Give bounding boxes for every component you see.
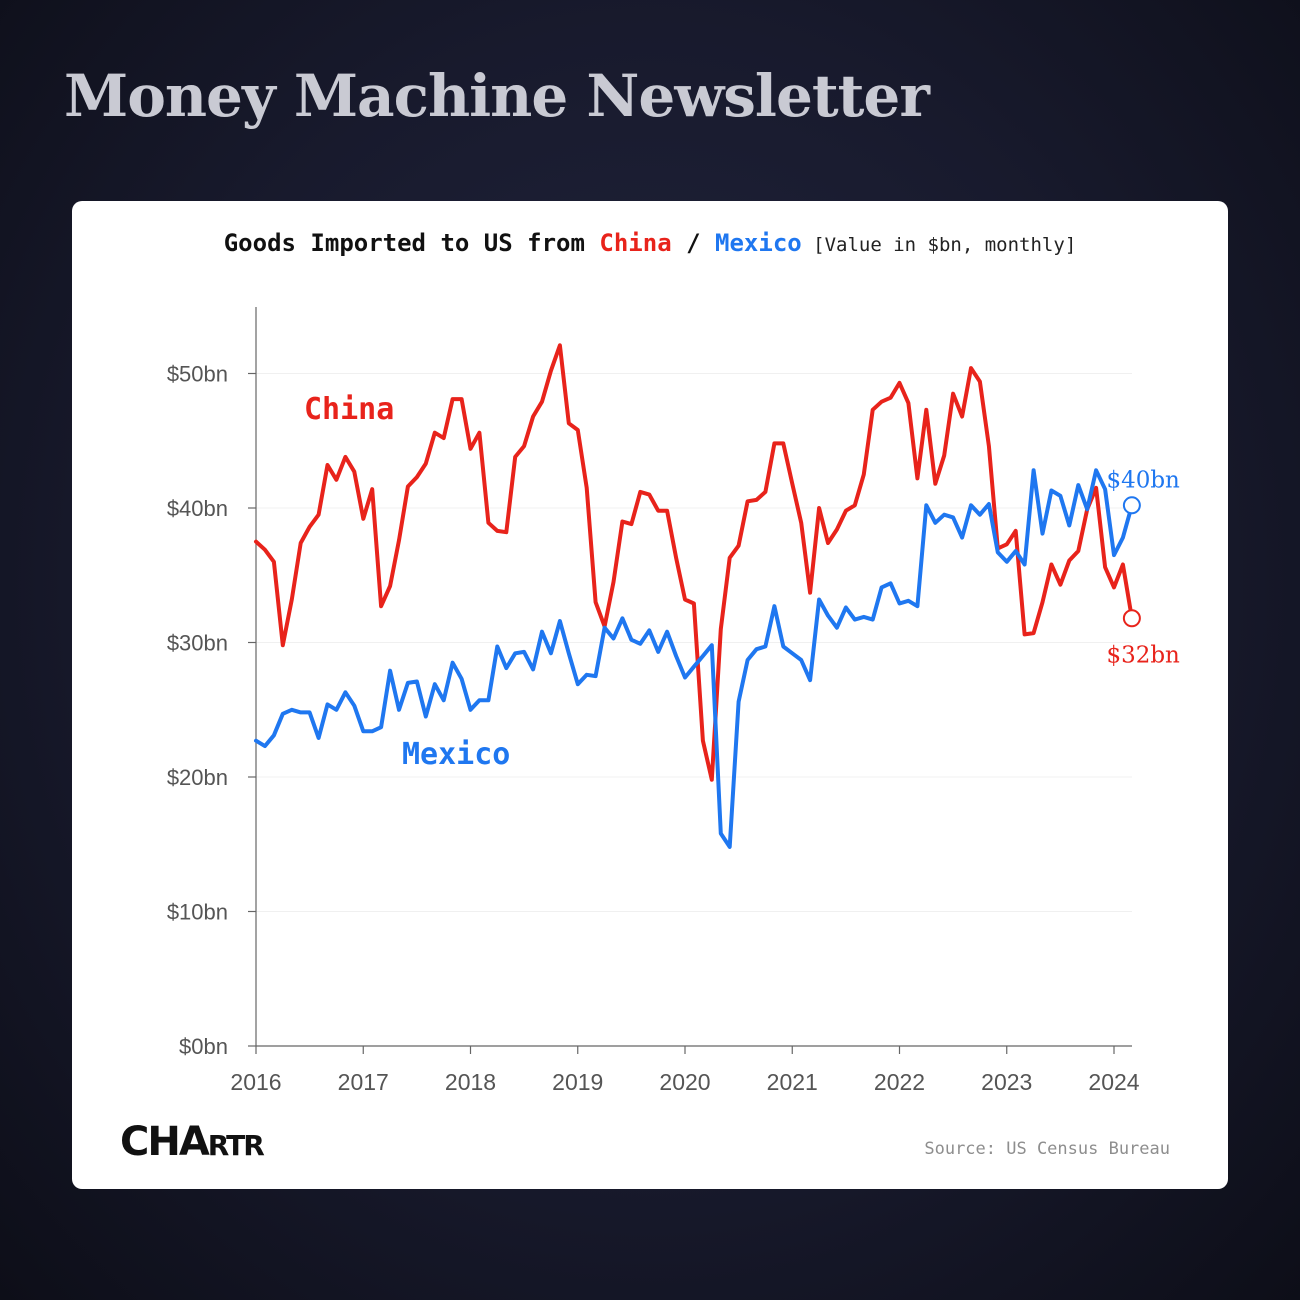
x-tick-label: 2019: [552, 1069, 603, 1095]
mexico-series-label: Mexico: [402, 737, 510, 772]
y-tick-label: $10bn: [167, 900, 228, 925]
x-tick-label: 2017: [338, 1069, 389, 1095]
series-lines: [254, 343, 1141, 849]
china-line: [254, 343, 1134, 782]
y-tick-label: $50bn: [167, 362, 228, 387]
y-tick-label: $0bn: [179, 1034, 228, 1059]
y-tick-label: $40bn: [167, 496, 228, 521]
line-chart: $0bn $10bn $20bn $30bn $40bn $50bn 2016 2017 201…: [167, 307, 1180, 1095]
chart-labels: China $32bn Mexico $40bn: [304, 392, 1180, 772]
chart-title-separator: /: [671, 229, 716, 257]
x-tick-label: 2020: [659, 1069, 710, 1095]
chart-title-china: China: [599, 229, 672, 257]
x-tick-label: 2024: [1088, 1069, 1139, 1095]
x-tick-label: 2023: [981, 1069, 1032, 1095]
x-tick-label: 2021: [767, 1069, 818, 1095]
source-note: Source: US Census Bureau: [924, 1139, 1170, 1159]
chartr-logo: CHARTR: [120, 1119, 265, 1165]
axes: $0bn $10bn $20bn $30bn $40bn $50bn 2016 2017 201…: [167, 307, 1140, 1095]
page-title: Money Machine Newsletter: [64, 62, 930, 130]
chart-title-unit: [Value in $bn, monthly]: [801, 234, 1077, 256]
chart-title-mexico: Mexico: [715, 229, 802, 257]
mexico-end-label: $40bn: [1106, 467, 1180, 493]
x-tick-label: 2022: [874, 1069, 925, 1095]
mexico-line: [254, 468, 1134, 849]
y-tick-label: $20bn: [167, 765, 228, 790]
x-tick-label: 2018: [445, 1069, 496, 1095]
y-tick-label: $30bn: [167, 631, 228, 656]
gridlines: [256, 373, 1132, 912]
chart-title: Goods Imported to US from China / Mexico…: [72, 229, 1228, 257]
china-end-label: $32bn: [1106, 642, 1180, 668]
chart-title-prefix: Goods Imported to US from: [223, 229, 600, 257]
chart-card: Goods Imported to US from China / Mexico…: [72, 201, 1228, 1189]
china-end-marker: [1122, 609, 1141, 628]
x-tick-label: 2016: [230, 1069, 281, 1095]
china-series-label: China: [304, 392, 394, 427]
mexico-end-marker: [1122, 496, 1141, 515]
